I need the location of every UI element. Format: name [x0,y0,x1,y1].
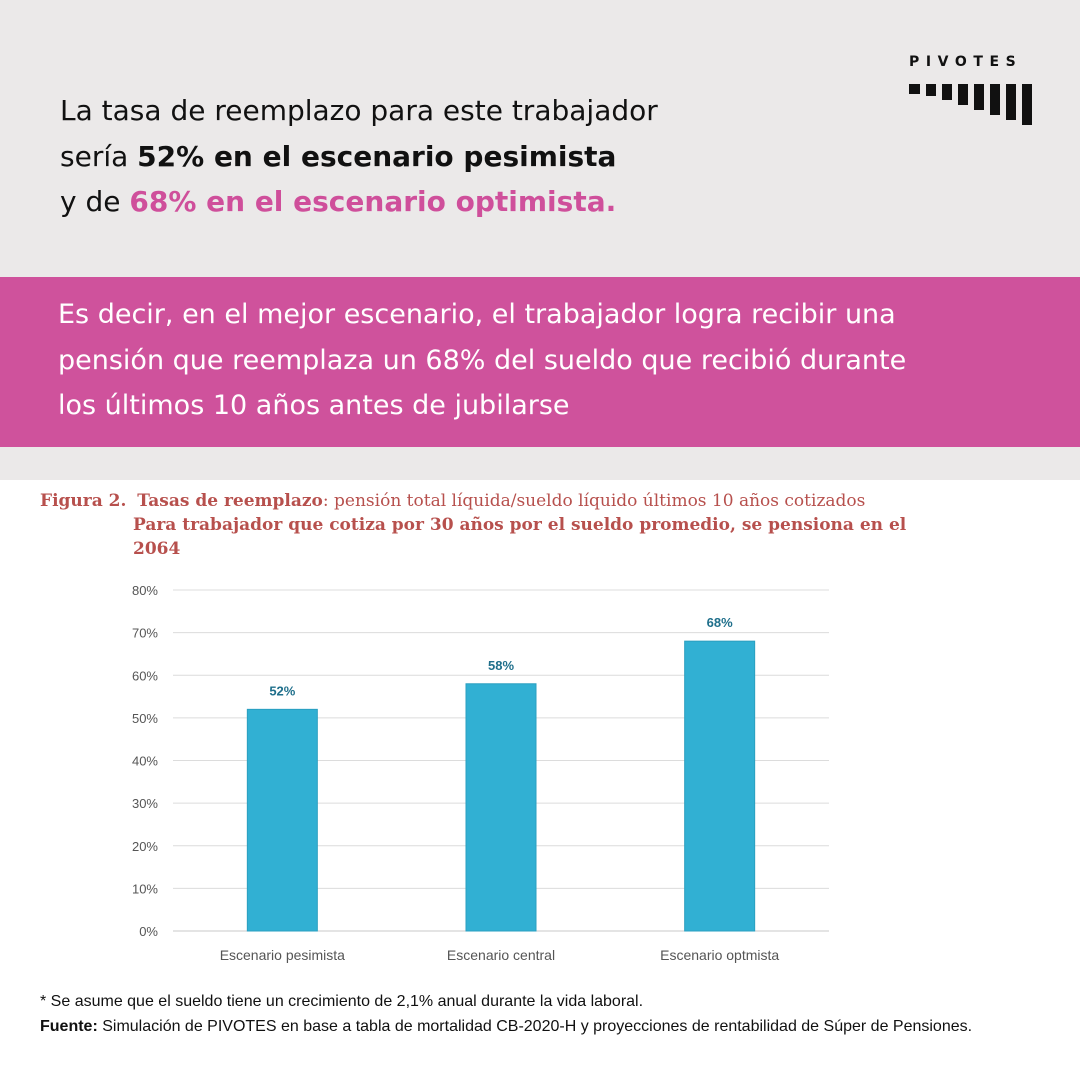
band-line-3: los últimos 10 años antes de jubilarse [58,390,570,421]
headline-line-3: y de 68% en el escenario optimista. [60,179,658,225]
y-tick-label: 0% [139,924,158,939]
chart-bars [246,640,756,932]
figure-title-rest: : pensión total líquida/sueldo líquido ú… [322,491,866,511]
separator-strip [0,447,1080,480]
figure-title: Tasas de reemplazo [137,491,323,511]
x-tick-label: Escenario central [447,947,555,963]
y-tick-label: 10% [132,881,158,896]
headline-optimistic: 68% en el escenario optimista. [129,185,617,218]
chart-data-labels: 52% 58% 68% [269,615,733,698]
y-tick-label: 60% [132,668,158,683]
y-tick-label: 20% [132,839,158,854]
figure-title-line: Figura 2. Tasas de reemplazo: pensión to… [40,489,906,513]
bar [246,708,318,932]
headline-line-2: sería 52% en el escenario pesimista [60,134,658,180]
source-text: Simulación de PIVOTES en base a tabla de… [97,1018,973,1035]
data-label: 68% [707,615,733,630]
x-tick-label: Escenario pesimista [220,947,345,963]
footnote: * Se asume que el sueldo tiene un crecim… [40,989,1022,1039]
band-line-2: pensión que reemplaza un 68% del sueldo … [58,344,907,376]
headline-line-3-prefix: y de [60,185,130,218]
y-tick-label: 40% [132,754,158,769]
source-label: Fuente: [40,1018,98,1035]
bar [465,683,537,932]
pivotes-logo: PIVOTES [909,54,1037,126]
chart-x-labels: Escenario pesimista Escenario central Esce… [220,947,780,963]
figure-subtitle-1: Para trabajador que cotiza por 30 años p… [133,515,907,535]
headline-pessimistic: 52% en el escenario pesimista [137,139,617,173]
bar [684,640,756,932]
band-text: Es decir, en el mejor escenario, el trab… [58,292,1018,429]
data-label: 58% [488,658,514,673]
figure-label: Figura 2. [40,491,127,511]
y-tick-label: 30% [132,796,158,811]
footnote-note: * Se asume que el sueldo tiene un crecim… [40,993,644,1010]
chart-y-ticks: 0% 10% 20% 30% 40% 50% 60% 70% 80% [132,583,158,939]
figure-caption: Figura 2. Tasas de reemplazo: pensión to… [40,489,906,561]
band-line-1: Es decir, en el mejor escenario, el trab… [58,299,896,330]
bar-chart: 0% 10% 20% 30% 40% 50% 60% 70% 80% 52% 58% 68% Esc… [132,583,829,963]
footnote-source: Fuente: Simulación de PIVOTES en base a … [40,1014,1022,1039]
highlight-band [0,277,1080,447]
top-panel [0,0,1080,277]
headline: La tasa de reemplazo para este trabajado… [60,88,658,225]
headline-line-1: La tasa de reemplazo para este trabajado… [60,94,658,127]
y-tick-label: 70% [132,626,158,641]
figure-subtitle-2: 2064 [133,539,181,559]
x-tick-label: Escenario optmista [660,947,779,963]
logo-bars-icon [909,84,1032,125]
y-tick-label: 50% [132,711,158,726]
logo-text: PIVOTES [909,54,1023,70]
data-label: 52% [269,683,295,698]
y-tick-label: 80% [132,583,158,598]
headline-line-2-prefix: sería [60,139,138,173]
